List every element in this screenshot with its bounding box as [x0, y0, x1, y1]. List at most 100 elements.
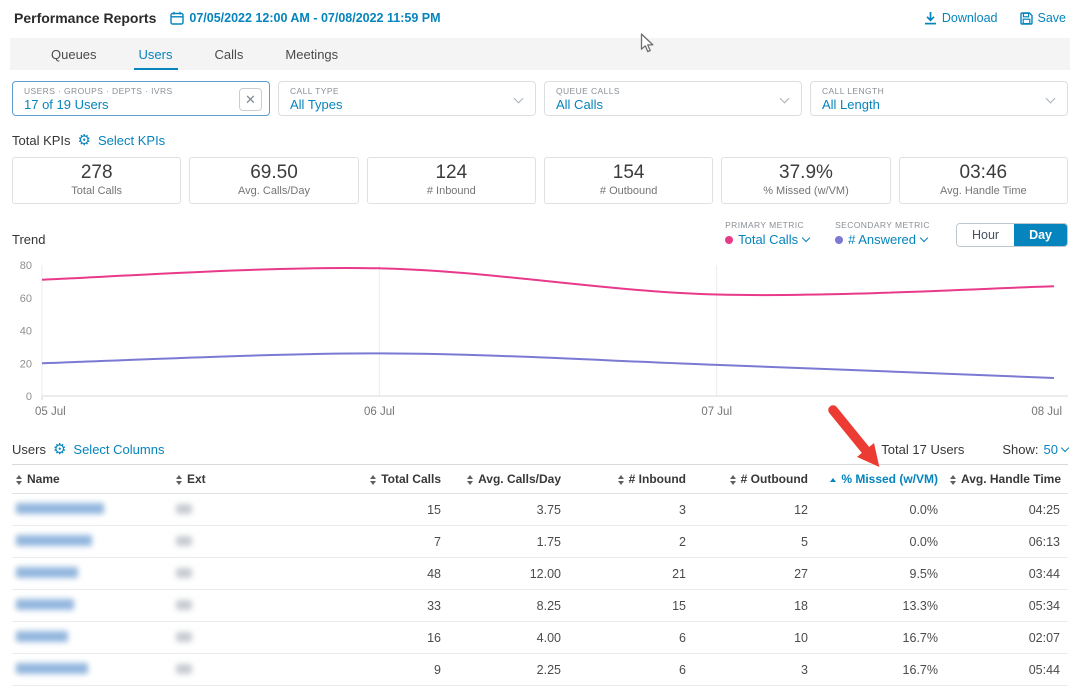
- filter-users-value: 17 of 19 Users: [24, 97, 109, 112]
- cell-avg-calls-day: 1.75: [449, 525, 569, 558]
- cell-avg-calls-day: 8.25: [449, 589, 569, 622]
- filter-call-type-value: All Types: [290, 97, 343, 112]
- filter-bar: USERS · GROUPS · DEPTS · IVRS 17 of 19 U…: [12, 81, 1068, 116]
- column-header-inbound[interactable]: # Inbound: [569, 465, 694, 494]
- cell-outbound: 27: [694, 557, 816, 590]
- filter-call-length[interactable]: CALL LENGTH All Length: [810, 81, 1068, 116]
- filter-clear-button[interactable]: ✕: [239, 88, 262, 111]
- top-bar: Performance Reports 07/05/2022 12:00 AM …: [0, 0, 1080, 30]
- cell-avg-calls-day: 2.25: [449, 653, 569, 686]
- primary-metric-dot: [725, 235, 734, 244]
- tab-users[interactable]: Users: [118, 38, 194, 70]
- kpi-value: 278: [80, 162, 113, 183]
- select-kpis-link[interactable]: Select KPIs: [97, 133, 166, 148]
- column-header-missed-sorted[interactable]: % Missed (w/VM): [816, 465, 946, 494]
- cell-outbound: 3: [694, 653, 816, 686]
- secondary-metric-value: # Answered: [848, 232, 917, 247]
- filter-users-label: USERS · GROUPS · DEPTS · IVRS: [24, 86, 173, 96]
- primary-metric-selector[interactable]: PRIMARY METRIC Total Calls: [725, 220, 811, 247]
- column-header-avg-calls-day[interactable]: Avg. Calls/Day: [449, 465, 569, 494]
- cell-handle-time: 05:34: [946, 589, 1068, 622]
- cell-inbound: 2: [569, 525, 694, 558]
- filter-users-groups[interactable]: USERS · GROUPS · DEPTS · IVRS 17 of 19 U…: [12, 81, 270, 116]
- top-actions: Download Save: [924, 11, 1066, 25]
- calendar-icon: [170, 11, 185, 25]
- user-name-link-redacted[interactable]: [16, 630, 68, 642]
- select-columns-link[interactable]: Select Columns: [73, 442, 165, 457]
- filter-call-type-label: CALL TYPE: [290, 86, 339, 96]
- column-header-total-calls[interactable]: Total Calls: [357, 465, 449, 494]
- chevron-down-icon: [513, 93, 524, 104]
- trend-chart[interactable]: 0 20 40 60 80 05 Jul 06 Jul 07 Jul 08 Jul: [12, 251, 1068, 428]
- kpi-total-calls: 278 Total Calls: [12, 157, 182, 204]
- kpi-outbound: 154 # Outbound: [543, 157, 714, 204]
- column-header-name[interactable]: Name: [12, 465, 172, 494]
- kpi-value: 69.50: [250, 162, 298, 183]
- show-label: Show:: [1002, 442, 1039, 457]
- trend-section-header: Trend PRIMARY METRIC Total Calls SECONDA…: [12, 220, 1068, 247]
- toggle-hour[interactable]: Hour: [956, 224, 1015, 246]
- svg-text:08 Jul: 08 Jul: [1031, 406, 1062, 418]
- tab-calls[interactable]: Calls: [214, 46, 244, 62]
- sort-icon: [729, 474, 736, 485]
- kpi-value: 03:46: [959, 162, 1008, 183]
- table-row: 16 4.00 6 10 16.7% 02:07: [12, 621, 1068, 654]
- tab-queues[interactable]: Queues: [51, 46, 97, 62]
- kpi-label: # Inbound: [426, 185, 476, 197]
- save-button[interactable]: Save: [1019, 11, 1066, 25]
- filter-call-type[interactable]: CALL TYPE All Types: [278, 81, 536, 116]
- filter-queue-calls-value: All Calls: [556, 97, 603, 112]
- cell-total-calls: 7: [357, 525, 449, 558]
- user-name-link-redacted[interactable]: [16, 502, 104, 514]
- cell-total-calls: 16: [357, 621, 449, 654]
- granularity-toggle: Hour Day: [955, 223, 1068, 247]
- cell-handle-time: 04:25: [946, 493, 1068, 526]
- cell-inbound: 15: [569, 589, 694, 622]
- users-section-header: Users ⚙ Select Columns Total 17 Users Sh…: [12, 442, 1070, 457]
- tab-meetings[interactable]: Meetings: [285, 46, 339, 62]
- cell-inbound: 21: [569, 557, 694, 590]
- secondary-metric-selector[interactable]: SECONDARY METRIC # Answered: [835, 220, 930, 247]
- kpi-cards: 278 Total Calls 69.50 Avg. Calls/Day 124…: [12, 157, 1068, 204]
- cell-outbound: 18: [694, 589, 816, 622]
- kpi-inbound: 124 # Inbound: [366, 157, 536, 204]
- kpi-avg-calls-day: 69.50 Avg. Calls/Day: [189, 157, 359, 204]
- user-name-link-redacted[interactable]: [16, 566, 78, 578]
- cell-missed: 0.0%: [816, 493, 946, 526]
- cell-missed: 16.7%: [816, 653, 946, 686]
- column-header-outbound[interactable]: # Outbound: [694, 465, 816, 494]
- download-label: Download: [941, 11, 998, 25]
- download-button[interactable]: Download: [924, 11, 998, 25]
- user-ext-redacted: [176, 535, 192, 546]
- cell-missed: 9.5%: [816, 557, 946, 590]
- kpi-section-header: Total KPIs ⚙ Select KPIs: [12, 133, 1068, 148]
- gear-icon: ⚙: [77, 132, 91, 149]
- secondary-metric-label: SECONDARY METRIC: [835, 220, 930, 230]
- toggle-day[interactable]: Day: [1014, 224, 1067, 246]
- user-name-link-redacted[interactable]: [16, 662, 88, 674]
- user-name-link-redacted[interactable]: [16, 598, 74, 610]
- svg-text:07 Jul: 07 Jul: [701, 406, 732, 418]
- cell-outbound: 12: [694, 493, 816, 526]
- user-name-link-redacted[interactable]: [16, 534, 92, 546]
- report-tabs: Queues Users Calls Meetings: [10, 38, 1070, 70]
- page-size-selector[interactable]: 50: [1043, 442, 1070, 457]
- column-header-ext[interactable]: Ext: [172, 465, 357, 494]
- filter-queue-calls[interactable]: QUEUE CALLS All Calls: [544, 81, 802, 116]
- primary-metric-label: PRIMARY METRIC: [725, 220, 805, 230]
- cell-missed: 0.0%: [816, 525, 946, 558]
- chevron-down-icon: [919, 233, 929, 243]
- filter-call-length-value: All Length: [822, 97, 880, 112]
- column-header-handle-time[interactable]: Avg. Handle Time: [946, 465, 1068, 494]
- cell-handle-time: 06:13: [946, 525, 1068, 558]
- cell-total-calls: 48: [357, 557, 449, 590]
- user-ext-redacted: [176, 503, 192, 514]
- filter-queue-calls-label: QUEUE CALLS: [556, 86, 620, 96]
- kpi-value: 37.9%: [779, 162, 833, 183]
- date-range-picker[interactable]: 07/05/2022 12:00 AM - 07/08/2022 11:59 P…: [170, 11, 441, 25]
- sort-icon: [467, 474, 474, 485]
- page-size-value: 50: [1043, 442, 1058, 457]
- cell-missed: 13.3%: [816, 589, 946, 622]
- kpi-label: Avg. Handle Time: [939, 185, 1027, 197]
- secondary-metric-dot: [835, 235, 844, 244]
